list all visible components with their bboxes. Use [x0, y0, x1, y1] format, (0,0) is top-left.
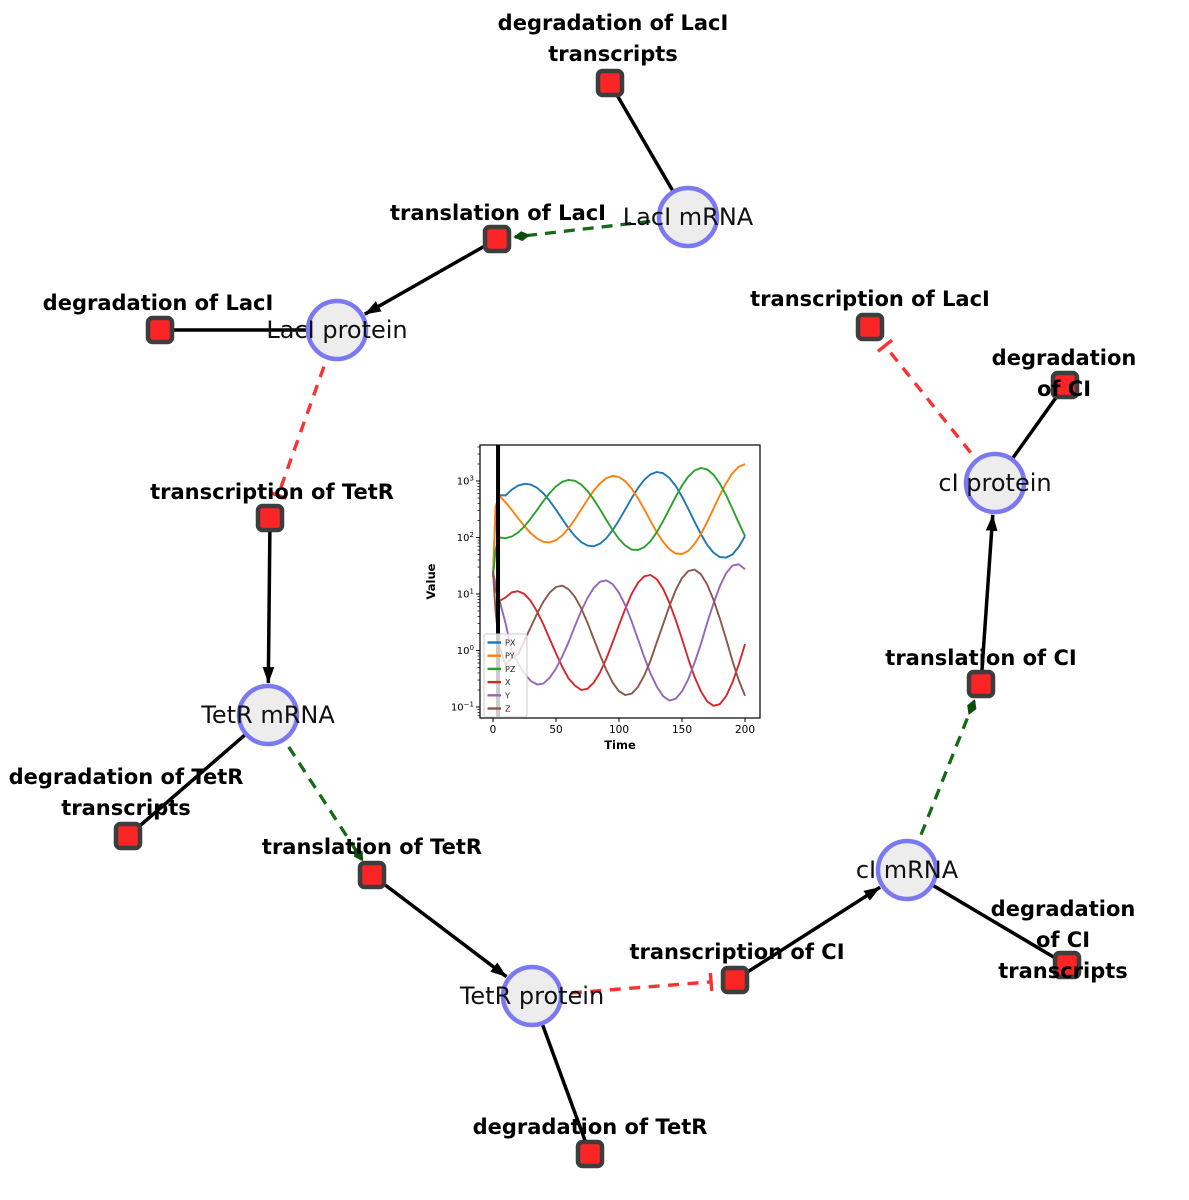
xtick-0: 0: [490, 724, 497, 736]
chart-axes-box: [479, 444, 761, 719]
x-axis-label: Time: [604, 738, 636, 752]
xtick-200: 200: [735, 724, 755, 736]
species-nodes-layer: [236, 185, 1027, 1028]
reaction-node-txn_laci[interactable]: [855, 312, 885, 342]
reaction-node-transl_tetr[interactable]: [357, 860, 387, 890]
legend-entry-X: X: [505, 678, 511, 687]
reaction-node-deg_tetr[interactable]: [575, 1139, 605, 1169]
edge-transl_laci-laci_protein: [363, 237, 498, 316]
species-node-tetr_mrna[interactable]: [236, 683, 300, 747]
edge-txn_ci-ci_mrna: [734, 885, 881, 982]
edge-transl_ci-ci_protein: [979, 514, 998, 685]
reaction-label-deg-ci-transcripts: degradation of CI transcripts: [990, 897, 1136, 983]
reaction-node-deg_laci_tx[interactable]: [595, 68, 625, 98]
chart-series-layer: [492, 463, 746, 707]
chart-series-X: [492, 571, 746, 707]
legend-entry-Z: Z: [505, 705, 511, 714]
species-label-ci-mrna: cI mRNA: [855, 856, 959, 884]
reaction-node-deg_ci_tx[interactable]: [1052, 950, 1082, 980]
xtick-150: 150: [672, 724, 692, 736]
reaction-label-txn-ci: transcription of CI: [629, 940, 845, 964]
reaction-node-transl_ci[interactable]: [966, 669, 996, 699]
reaction-label-transl-tetr: translation of TetR: [261, 835, 483, 859]
chart-series-Y: [492, 563, 746, 702]
y-axis-label: Value: [425, 563, 438, 599]
reaction-node-deg_ci[interactable]: [1050, 370, 1080, 400]
species-label-laci-mrna: LacI mRNA: [622, 203, 754, 231]
reaction-node-deg_laci[interactable]: [145, 315, 175, 345]
reaction-node-txn_tetr[interactable]: [255, 503, 285, 533]
species-node-laci_protein[interactable]: [305, 298, 369, 362]
xtick-50: 50: [549, 724, 562, 736]
chart-series-PZ: [492, 467, 746, 578]
reaction-label-transl-ci: translation of CI: [885, 646, 1077, 670]
legend-entry-Y: Y: [504, 691, 510, 700]
reaction-label-deg-tetr-transcripts: degradation of TetR transcripts: [8, 765, 244, 820]
reaction-label-txn-laci: transcription of LacI: [750, 287, 990, 311]
reaction-label-deg-tetr: degradation of TetR: [472, 1115, 708, 1139]
legend-entry-PX: PX: [505, 639, 516, 648]
chart-legend: PX PY PZ XYZ: [483, 633, 528, 718]
edge-transl_tetr-tetr_protein: [370, 873, 508, 979]
species-label-tetr-protein: TetR protein: [459, 982, 605, 1010]
legend-entry-PY: PY: [505, 652, 515, 661]
chart-background: [425, 430, 775, 765]
reaction-node-txn_ci[interactable]: [720, 965, 750, 995]
species-node-laci_mrna[interactable]: [656, 185, 720, 249]
legend-entry-PZ: PZ: [505, 665, 516, 674]
reaction-node-deg_tetr_tx[interactable]: [113, 821, 143, 851]
xtick-100: 100: [609, 724, 629, 736]
chart-series-PY: [492, 463, 746, 578]
reaction-label-deg-laci-transcripts: degradation of LacI transcripts: [497, 11, 729, 66]
reaction-label-deg-laci: degradation of LacI: [42, 291, 274, 315]
edge-txn_tetr-tetr_mrna: [262, 517, 275, 684]
species-label-ci-protein: cI protein: [938, 469, 1052, 497]
reaction-label-txn-tetr: transcription of TetR: [150, 480, 394, 504]
reaction-node-transl_laci[interactable]: [482, 224, 512, 254]
species-label-tetr-mrna: TetR mRNA: [201, 701, 335, 729]
species-node-tetr_protein[interactable]: [500, 964, 564, 1028]
chart-series-PX: [492, 471, 746, 578]
species-node-ci_mrna[interactable]: [875, 838, 939, 902]
chart-ticks: [476, 446, 746, 722]
chart-series-Z: [492, 568, 746, 697]
species-label-laci-protein: LacI protein: [266, 316, 408, 344]
reaction-label-transl-laci: translation of LacI: [390, 201, 606, 225]
reaction-nodes-layer: [113, 68, 1082, 1169]
species-node-ci_protein[interactable]: [963, 451, 1027, 515]
reaction-label-deg-ci: degradation of CI: [991, 346, 1137, 401]
